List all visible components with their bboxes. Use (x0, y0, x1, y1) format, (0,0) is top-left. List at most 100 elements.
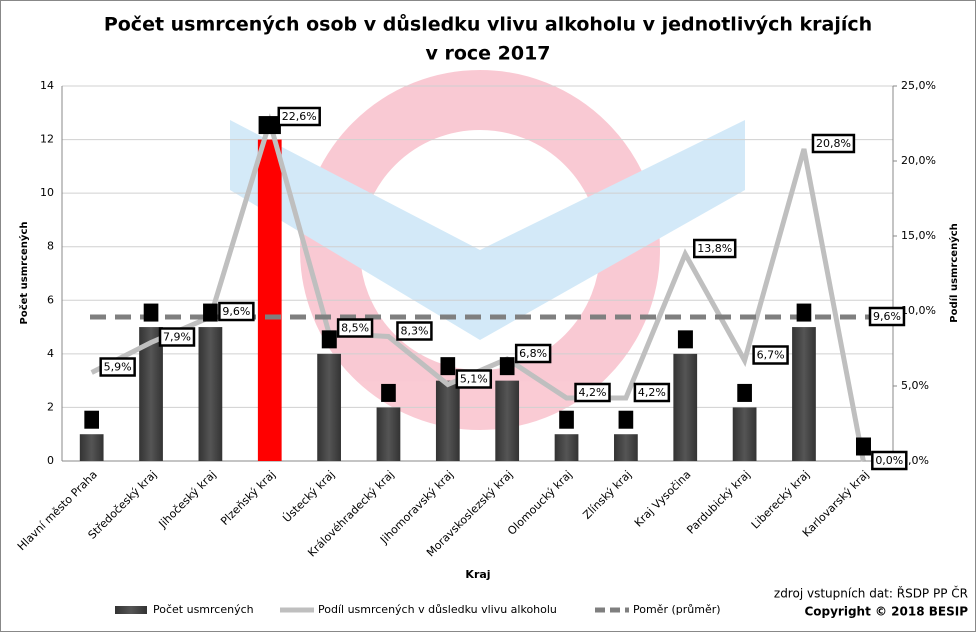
bar (554, 434, 579, 461)
line-value-label: 5,1% (455, 369, 493, 389)
line-value-label-box (277, 106, 321, 127)
bar-value-label-box (84, 410, 100, 429)
line-value-label: 4,2% (638, 386, 666, 399)
bar-value-label: 3 (503, 360, 511, 373)
line-value-label: 9,6% (218, 301, 255, 322)
bar-value-label-box (796, 303, 812, 322)
bar-value-label-box (618, 410, 634, 429)
line-value-label: 5,9% (99, 357, 136, 377)
bar-value-label: 5 (800, 306, 808, 319)
line-value-label-box (99, 357, 136, 377)
bar (614, 434, 638, 461)
y2-axis-title: Podíl usmrcených (948, 223, 960, 323)
line-value-label-box (158, 327, 196, 347)
line-value-label: 8,3% (400, 325, 428, 338)
y-axis-title: Počet usmrcených (18, 222, 30, 325)
y-tick-label: 10 (40, 186, 54, 199)
bar (376, 407, 401, 461)
bar (435, 380, 460, 461)
bar-value-label: 2 (741, 386, 749, 399)
legend-swatch (115, 606, 147, 614)
bar-value-label: 4 (681, 333, 689, 346)
bar-value-label: 2 (381, 383, 396, 402)
line-value-label: 20,8% (816, 137, 851, 150)
line-value-label: 0,0% (871, 450, 908, 471)
line-value-label: 0,0% (875, 454, 903, 467)
line-value-label: 7,9% (163, 331, 191, 344)
line-value-label-box (455, 369, 493, 389)
line-value-label: 5,1% (460, 373, 488, 386)
bar-value-label: 1 (88, 413, 96, 426)
x-axis-title: Kraj (465, 568, 490, 581)
line-value-label: 22,6% (282, 110, 317, 123)
line-value-label: 4,2% (579, 386, 607, 399)
line-value-label: 8,5% (336, 318, 374, 338)
y-tick-label: 8 (47, 240, 54, 253)
legend-label: Počet usmrcených (153, 603, 254, 616)
line-value-label: 20,8% (811, 133, 856, 154)
bar-value-label: 5 (796, 303, 812, 322)
bar (792, 327, 816, 461)
watermark (230, 70, 745, 430)
line-value-label-box (633, 382, 671, 403)
line-value-label-box (752, 345, 789, 365)
bar-value-label-box (499, 357, 515, 376)
y-tick-label: 6 (47, 293, 54, 306)
y-tick-label: 14 (40, 79, 54, 92)
line-value-label: 9,6% (873, 310, 901, 323)
bar-value-label: 5 (143, 303, 159, 322)
line-value-label-box (514, 343, 552, 364)
bar-value-label: 1 (563, 413, 571, 426)
y2-tick-label: 25,0% (901, 79, 936, 92)
bar-value-label: 1 (84, 410, 100, 429)
bar-value-label-box (737, 383, 752, 402)
line-value-label: 8,5% (341, 322, 369, 335)
line-value-label-box (336, 318, 374, 338)
bar-value-label: 12 (258, 116, 281, 135)
bar-value-label: 12 (262, 119, 277, 132)
bar-value-label-box (381, 383, 396, 402)
y-tick-label: 0 (47, 454, 54, 467)
bar-value-label: 1 (559, 410, 574, 429)
bar-value-label: 4 (321, 330, 337, 349)
bar (139, 327, 163, 461)
line-value-label: 9,6% (222, 305, 250, 318)
bar-value-label-box (855, 437, 871, 456)
bar (495, 380, 520, 461)
bar-value-label-box (559, 410, 574, 429)
line-value-label: 13,8% (693, 238, 737, 259)
line-value-label: 22,6% (277, 106, 321, 127)
y2-tick-label: 10,0% (901, 304, 936, 317)
source-note: zdroj vstupních dat: ŘSDP PP ČR (774, 586, 968, 601)
y-tick-label: 12 (40, 133, 54, 146)
line-value-label-box (396, 321, 433, 341)
legend-label: Poměr (průměr) (633, 603, 721, 616)
line-value-label: 4,2% (574, 382, 611, 403)
line-value-label: 4,2% (633, 382, 671, 403)
y-tick-label: 4 (47, 347, 54, 360)
line-value-label-box (868, 306, 906, 327)
bar-value-label: 2 (737, 383, 752, 402)
y2-tick-label: 15,0% (901, 229, 936, 242)
bar (198, 327, 223, 461)
line-value-label: 6,7% (757, 349, 785, 362)
bar-value-label-box (143, 303, 159, 322)
line-value-label: 13,8% (697, 242, 732, 255)
bar-value-label: 0 (855, 437, 871, 456)
y2-tick-label: 0,0% (901, 454, 929, 467)
bar-value-label: 5 (207, 306, 215, 319)
bar-value-label: 4 (677, 330, 693, 349)
watermark-ring (300, 70, 660, 430)
bar-value-label: 3 (444, 360, 452, 373)
bar-value-label: 5 (147, 306, 155, 319)
watermark-chevron (230, 120, 745, 340)
line-value-label-box (218, 301, 255, 322)
bar (317, 353, 341, 461)
y-tick-label: 2 (47, 400, 54, 413)
y2-tick-label: 5,0% (901, 379, 929, 392)
chart-title: v roce 2017 (425, 43, 550, 65)
line-value-label-box (811, 133, 856, 154)
chart-title: Počet usmrcených osob v důsledku vlivu a… (104, 13, 872, 36)
bar-value-label: 2 (385, 386, 393, 399)
